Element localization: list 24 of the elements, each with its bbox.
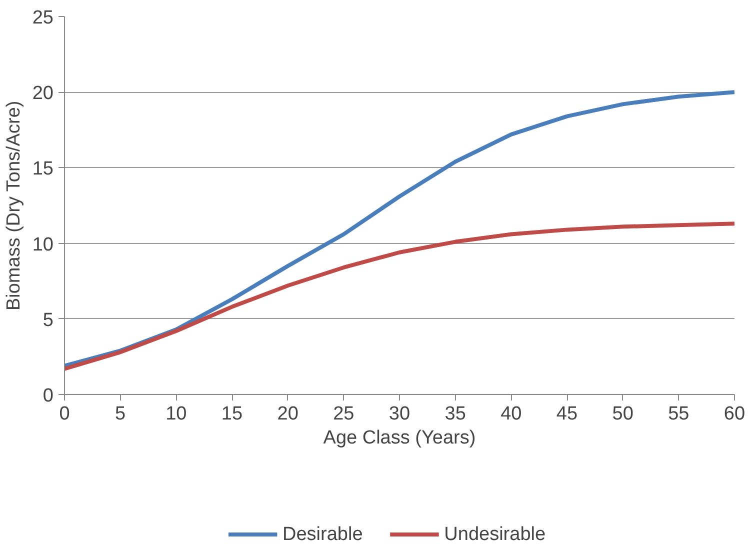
y-axis-title: Biomass (Dry Tons/Acre)	[3, 100, 24, 311]
x-axis-title: Age Class (Years)	[323, 428, 476, 448]
y-tick-label: 20	[32, 83, 54, 104]
y-tick-label: 5	[42, 310, 54, 331]
x-tick-label: 50	[612, 404, 634, 424]
x-tick-label: 5	[115, 404, 126, 424]
x-tick-label: 10	[166, 404, 187, 424]
x-tick-label: 55	[668, 404, 690, 424]
y-tick-label: 0	[42, 386, 54, 406]
legend-label: Undesirable	[444, 524, 546, 545]
x-tick-label: 20	[277, 404, 298, 424]
x-tick-label: 35	[444, 404, 466, 424]
y-tick-label: 25	[32, 8, 54, 28]
x-tick-label: 30	[388, 404, 410, 424]
x-tick-label: 0	[59, 404, 70, 424]
x-tick-label: 60	[724, 404, 746, 424]
legend-label: Desirable	[282, 524, 363, 545]
x-tick-label: 40	[500, 404, 522, 424]
x-tick-label: 25	[333, 404, 354, 424]
x-tick-label: 15	[221, 404, 243, 424]
y-tick-label: 10	[32, 234, 54, 256]
line-series	[64, 222, 734, 371]
y-tick-label: 15	[32, 158, 54, 180]
x-tick-label: 45	[556, 404, 578, 424]
